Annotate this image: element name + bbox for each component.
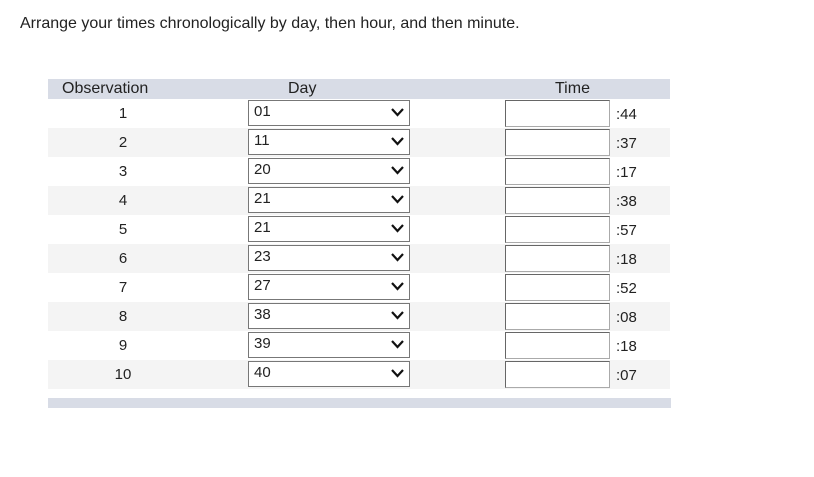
- hour-input[interactable]: [505, 216, 610, 243]
- hour-input[interactable]: [505, 245, 610, 272]
- table-row: 10 40 :07: [48, 360, 670, 389]
- hour-input[interactable]: [505, 361, 610, 388]
- observation-number: 10: [114, 366, 132, 383]
- day-value: 11: [254, 132, 270, 149]
- chevron-down-icon: [391, 340, 404, 349]
- header-day: Day: [288, 80, 317, 97]
- observation-table: Observation Day Time 1 01 :44 2 11 :37 3 2…: [48, 79, 671, 408]
- day-select[interactable]: 11: [248, 129, 410, 155]
- minute-label: :07: [616, 367, 637, 384]
- day-select[interactable]: 40: [248, 361, 410, 387]
- chevron-down-icon: [391, 282, 404, 291]
- day-value: 01: [254, 103, 271, 120]
- day-select[interactable]: 23: [248, 245, 410, 271]
- hour-input[interactable]: [505, 158, 610, 185]
- hour-input[interactable]: [505, 187, 610, 214]
- observation-number: 4: [118, 192, 128, 209]
- table-row: 3 20 :17: [48, 157, 670, 186]
- table-footer: [48, 398, 671, 408]
- observation-number: 7: [118, 279, 128, 296]
- header-observation: Observation: [62, 80, 149, 97]
- day-select[interactable]: 21: [248, 216, 410, 242]
- hour-input[interactable]: [505, 100, 610, 127]
- minute-label: :44: [616, 106, 637, 123]
- day-value: 23: [254, 248, 271, 265]
- table-row: 7 27 :52: [48, 273, 670, 302]
- day-select[interactable]: 38: [248, 303, 410, 329]
- day-select[interactable]: 01: [248, 100, 410, 126]
- observation-number: 6: [118, 250, 128, 267]
- table-row: 4 21 :38: [48, 186, 670, 215]
- chevron-down-icon: [391, 108, 404, 117]
- chevron-down-icon: [391, 253, 404, 262]
- minute-label: :37: [616, 135, 637, 152]
- table-row: 8 38 :08: [48, 302, 670, 331]
- header-time: Time: [555, 80, 590, 97]
- hour-input[interactable]: [505, 129, 610, 156]
- observation-number: 1: [118, 105, 128, 122]
- observation-number: 3: [118, 163, 128, 180]
- chevron-down-icon: [391, 195, 404, 204]
- day-select[interactable]: 20: [248, 158, 410, 184]
- day-select[interactable]: 39: [248, 332, 410, 358]
- minute-label: :57: [616, 222, 637, 239]
- table-row: 2 11 :37: [48, 128, 670, 157]
- chevron-down-icon: [391, 224, 404, 233]
- day-value: 39: [254, 335, 271, 352]
- chevron-down-icon: [391, 166, 404, 175]
- hour-input[interactable]: [505, 274, 610, 301]
- chevron-down-icon: [391, 311, 404, 320]
- hour-input[interactable]: [505, 332, 610, 359]
- table-row: 9 39 :18: [48, 331, 670, 360]
- table-row: 5 21 :57: [48, 215, 670, 244]
- day-value: 20: [254, 161, 271, 178]
- day-select[interactable]: 27: [248, 274, 410, 300]
- observation-number: 8: [118, 308, 128, 325]
- table-row: 6 23 :18: [48, 244, 670, 273]
- day-value: 27: [254, 277, 271, 294]
- observation-number: 2: [118, 134, 128, 151]
- day-value: 21: [254, 219, 271, 236]
- day-value: 40: [254, 364, 271, 381]
- table-header: Observation Day Time: [48, 79, 670, 99]
- day-select[interactable]: 21: [248, 187, 410, 213]
- observation-number: 5: [118, 221, 128, 238]
- minute-label: :38: [616, 193, 637, 210]
- day-value: 21: [254, 190, 271, 207]
- observation-number: 9: [118, 337, 128, 354]
- table-row: 1 01 :44: [48, 99, 670, 128]
- day-value: 38: [254, 306, 271, 323]
- minute-label: :17: [616, 164, 637, 181]
- chevron-down-icon: [391, 369, 404, 378]
- minute-label: :18: [616, 338, 637, 355]
- minute-label: :08: [616, 309, 637, 326]
- minute-label: :18: [616, 251, 637, 268]
- instructions: Arrange your times chronologically by da…: [20, 15, 520, 32]
- hour-input[interactable]: [505, 303, 610, 330]
- chevron-down-icon: [391, 137, 404, 146]
- minute-label: :52: [616, 280, 637, 297]
